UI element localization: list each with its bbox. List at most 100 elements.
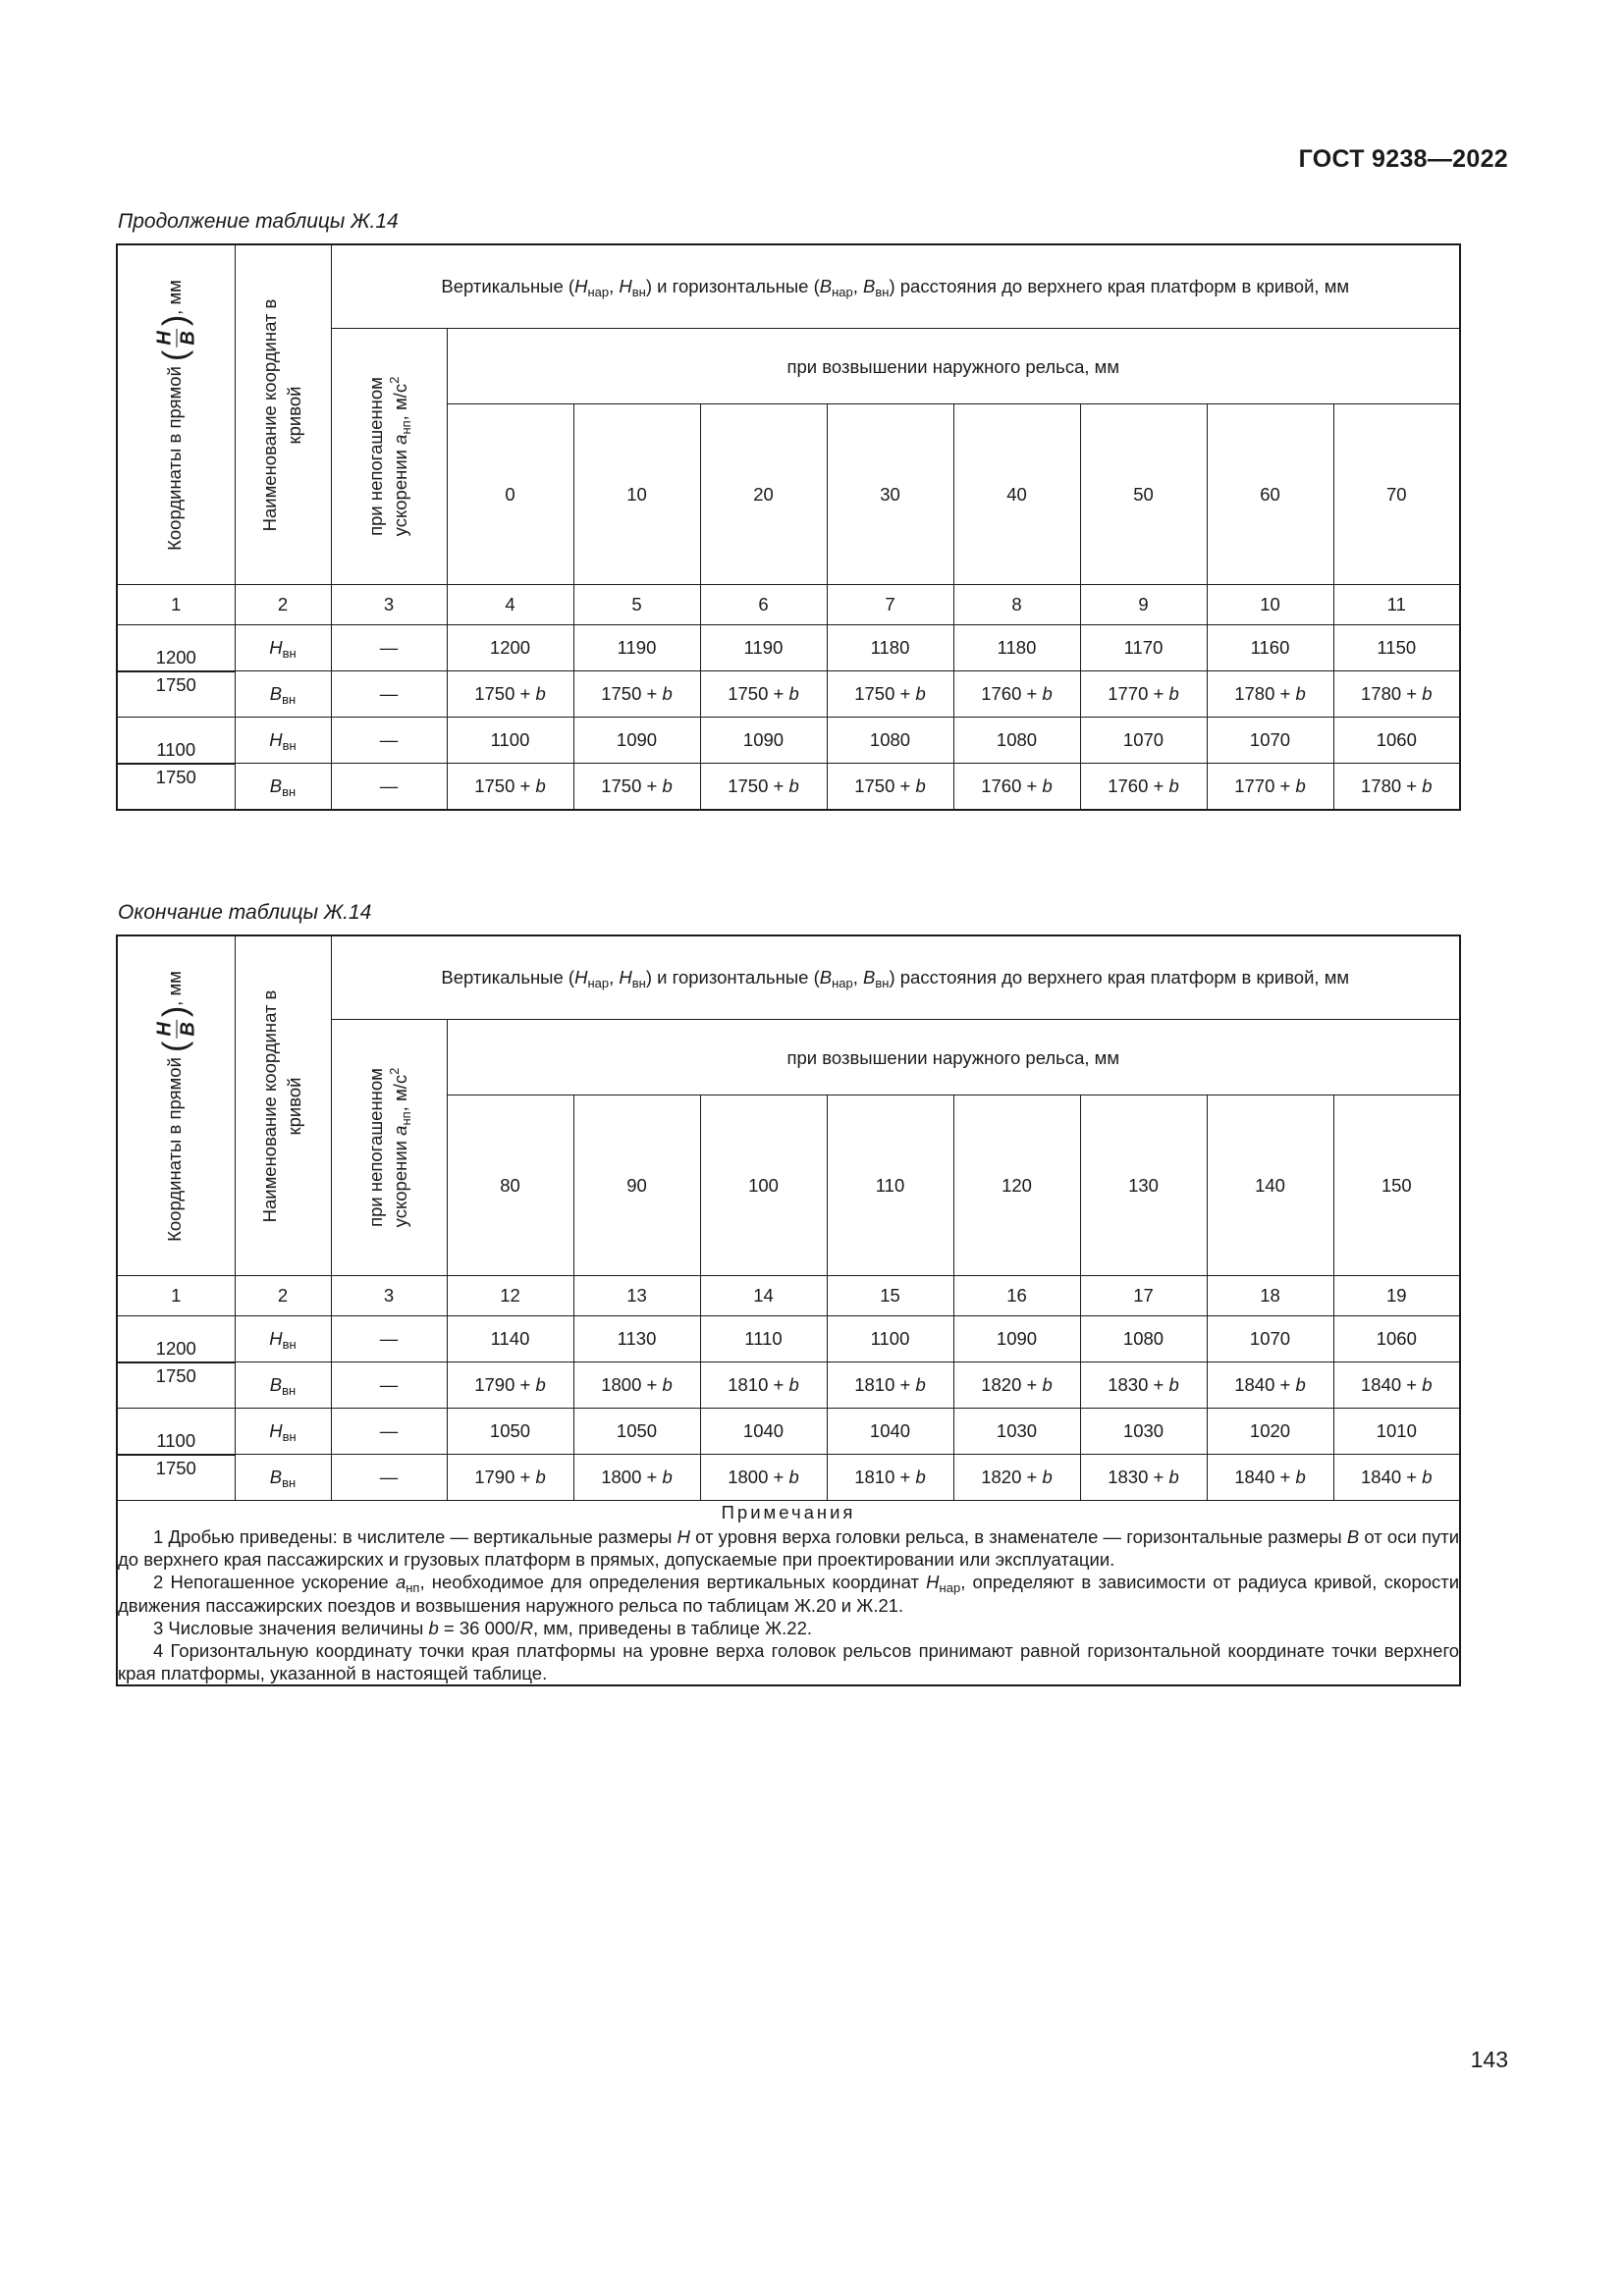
cell-value: 1820 + b — [952, 1454, 1081, 1501]
cell-value: 1050 — [446, 1408, 574, 1455]
elevation-col-60: 60 — [1206, 403, 1334, 585]
colnum-1: 1 — [116, 1275, 236, 1316]
colnum-9: 9 — [1079, 584, 1208, 625]
cell-value: 1750 + b — [826, 670, 954, 718]
table-caption-continuation: Продолжение таблицы Ж.14 — [118, 210, 399, 233]
table-header-row-2: при непогашенном ускорении aнп, м/с2 при… — [117, 1018, 1461, 1276]
cell-value: 1810 + b — [826, 1454, 954, 1501]
table-continuation: Координаты в прямой (H B), мм Наименовани… — [116, 243, 1462, 811]
colnum-3: 3 — [330, 1275, 448, 1316]
colnum-14: 14 — [699, 1275, 828, 1316]
elevation-col-100: 100 — [699, 1095, 828, 1276]
cell-value: 1750 + b — [572, 763, 701, 811]
row-fraction-1100-1750: 1100 1750 — [116, 717, 236, 811]
table-header-row-3: 0 10 20 30 40 50 60 70 — [117, 403, 1461, 585]
notes-row: Примечания 1 Дробью приведены: в числите… — [116, 1500, 1461, 1686]
colnum-2: 2 — [234, 1275, 332, 1316]
notes-block: Примечания 1 Дробью приведены: в числите… — [116, 1500, 1461, 1686]
colnum-1: 1 — [116, 584, 236, 625]
cell-value: 1770 + b — [1079, 670, 1208, 718]
table-row: 1200 1750 Hвн — 1200 1190 1190 1180 1180 … — [116, 624, 1461, 718]
colnum-10: 10 — [1206, 584, 1334, 625]
cell-value: 1010 — [1332, 1408, 1461, 1455]
cell-value: 1100 — [446, 717, 574, 764]
cell-value: 1050 — [572, 1408, 701, 1455]
table-row: Bвн — 1790 + b 1800 + b 1800 + b 1810 + … — [117, 1454, 1461, 1501]
page-number: 143 — [1470, 2047, 1508, 2072]
coord-name-H: Hвн — [234, 1408, 332, 1455]
elevation-col-80: 80 — [446, 1095, 574, 1276]
elevation-col-140: 140 — [1206, 1095, 1334, 1276]
colnum-15: 15 — [826, 1275, 954, 1316]
cell-value: 1170 — [1079, 624, 1208, 671]
cell-value: 1830 + b — [1079, 1362, 1208, 1409]
cell-value: 1040 — [699, 1408, 828, 1455]
notes-title: Примечания — [721, 1502, 856, 1522]
cell-value: 1150 — [1332, 624, 1461, 671]
table-row: 1100 1750 Hвн — 1050 1050 1040 1040 1030 … — [116, 1408, 1461, 1501]
cell-value: 1760 + b — [952, 670, 1081, 718]
colnum-6: 6 — [699, 584, 828, 625]
row-fraction-1200-1750: 1200 1750 — [116, 1315, 236, 1409]
cell-value: 1780 + b — [1332, 763, 1461, 811]
colnum-2: 2 — [234, 584, 332, 625]
cell-value: 1090 — [572, 717, 701, 764]
elevation-col-130: 130 — [1079, 1095, 1208, 1276]
header-coordinate-name: Наименование координат в кривой — [234, 934, 332, 1276]
coord-name-H: Hвн — [234, 717, 332, 764]
table-caption-end: Окончание таблицы Ж.14 — [118, 901, 372, 924]
cell-value: 1750 + b — [826, 763, 954, 811]
table-block-continuation: Продолжение таблицы Ж.14 Координаты в пр… — [116, 210, 1462, 811]
cell-value: 1080 — [1079, 1315, 1208, 1362]
header-coordinate-name-label: Наименование координат в кривой — [259, 989, 304, 1222]
header-fraction-HB: (H B) — [153, 1005, 199, 1052]
colnum-11: 11 — [1332, 584, 1461, 625]
cell-value: 1780 + b — [1332, 670, 1461, 718]
colnum-5: 5 — [572, 584, 701, 625]
table-row: 1200 1750 Hвн — 1140 1130 1110 1100 1090 … — [116, 1315, 1461, 1409]
note-item-3: 3 Числовые значения величины b = 36 000/… — [153, 1617, 813, 1638]
header-coord-prefix: Координаты в прямой — [164, 365, 186, 551]
row-fraction-1100-1750: 1100 1750 — [116, 1408, 236, 1501]
table-row: 1100 1750 Hвн — 1100 1090 1090 1080 1080 … — [116, 717, 1461, 811]
column-number-row: 1 2 3 12 13 14 15 16 17 18 19 — [116, 1275, 1461, 1316]
accel-value: — — [330, 1362, 448, 1409]
cell-value: 1090 — [952, 1315, 1081, 1362]
header-coord-suffix: , мм — [164, 970, 186, 1006]
colnum-4: 4 — [446, 584, 574, 625]
header-coordinates-straight: Координаты в прямой (H B), мм — [116, 934, 236, 1276]
header-fraction-HB: (H B) — [153, 314, 199, 361]
cell-value: 1100 — [826, 1315, 954, 1362]
cell-value: 1070 — [1206, 717, 1334, 764]
cell-value: 1820 + b — [952, 1362, 1081, 1409]
accel-value: — — [330, 1315, 448, 1362]
elevation-col-120: 120 — [952, 1095, 1081, 1276]
cell-value: 1180 — [826, 624, 954, 671]
cell-value: 1800 + b — [572, 1362, 701, 1409]
header-span-subtitle: при возвышении наружного рельса, мм — [446, 1018, 1461, 1096]
cell-value: 1090 — [699, 717, 828, 764]
cell-value: 1780 + b — [1206, 670, 1334, 718]
accel-value: — — [330, 624, 448, 671]
table-row: Bвн — 1750 + b 1750 + b 1750 + b 1750 + … — [117, 670, 1461, 718]
colnum-19: 19 — [1332, 1275, 1461, 1316]
cell-value: 1080 — [826, 717, 954, 764]
table-row: Bвн — 1750 + b 1750 + b 1750 + b 1750 + … — [117, 763, 1461, 811]
cell-value: 1060 — [1332, 1315, 1461, 1362]
table-header-row-2: при непогашенном ускорении aнп, м/с2 при… — [117, 327, 1461, 585]
cell-value: 1790 + b — [446, 1362, 574, 1409]
cell-value: 1840 + b — [1206, 1362, 1334, 1409]
colnum-3: 3 — [330, 584, 448, 625]
header-coordinates-straight: Координаты в прямой (H B), мм — [116, 243, 236, 585]
cell-value: 1750 + b — [446, 670, 574, 718]
cell-value: 1190 — [699, 624, 828, 671]
elevation-col-90: 90 — [572, 1095, 701, 1276]
coord-name-B: Bвн — [234, 1454, 332, 1501]
coord-name-H: Hвн — [234, 624, 332, 671]
coord-name-B: Bвн — [234, 670, 332, 718]
accel-value: — — [330, 717, 448, 764]
accel-value: — — [330, 1408, 448, 1455]
cell-value: 1110 — [699, 1315, 828, 1362]
cell-value: 1750 + b — [446, 763, 574, 811]
cell-value: 1030 — [1079, 1408, 1208, 1455]
